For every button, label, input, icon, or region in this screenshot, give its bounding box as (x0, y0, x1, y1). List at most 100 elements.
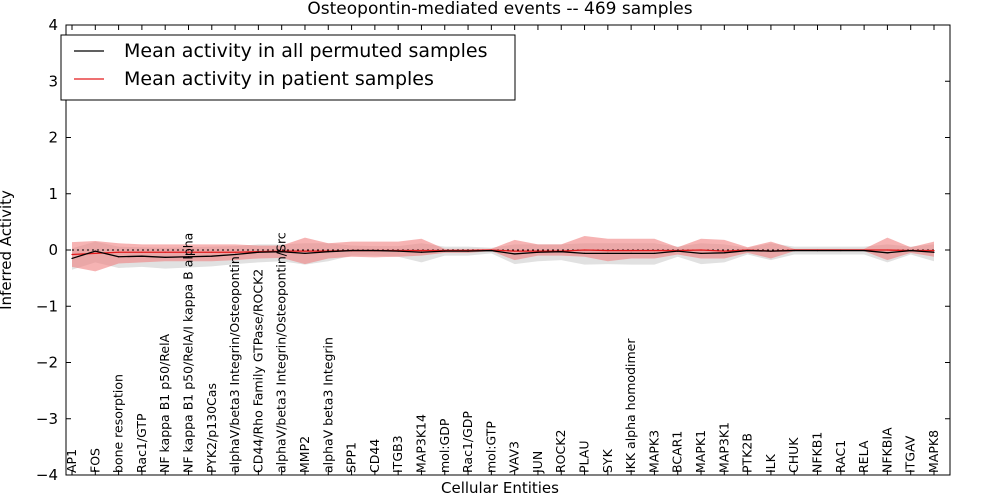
point-series-1 (117, 256, 120, 258)
chart-title: Osteopontin-mediated events -- 469 sampl… (307, 0, 692, 19)
x-tick-label: Rac1/GTP (134, 413, 149, 473)
point-series-2 (420, 249, 423, 252)
point-series-1 (840, 249, 842, 252)
x-tick-label: mol:GTP (483, 421, 498, 473)
y-tick-label: −4 (36, 466, 58, 484)
confidence-bands (72, 235, 934, 272)
x-tick-label: ITGAV (903, 435, 918, 473)
point-series-2 (886, 249, 889, 251)
point-series-2 (583, 249, 586, 251)
point-series-1 (327, 251, 329, 253)
x-tick-label: Rac1/GDP (460, 411, 475, 473)
x-tick-label: bone resorption (111, 374, 126, 473)
x-tick-label: MAPK1 (693, 430, 708, 473)
x-tick-label: VAV3 (507, 441, 522, 473)
point-series-1 (700, 252, 702, 254)
point-series-1 (514, 253, 516, 255)
x-tick-label: SPP1 (344, 442, 359, 473)
y-tick-label: 1 (48, 185, 58, 203)
x-tick-label: PLAU (577, 441, 592, 474)
point-series-1 (257, 251, 259, 253)
point-series-1 (304, 252, 306, 254)
y-tick-label: 3 (48, 72, 58, 90)
point-series-2 (933, 249, 935, 252)
point-series-1 (863, 249, 865, 252)
x-tick-label: MAPK3 (646, 430, 661, 473)
point-series-1 (886, 252, 889, 254)
y-axis: −4 −3 −2 −1 0 1 2 3 4 (36, 16, 950, 484)
point-series-2 (723, 250, 725, 252)
x-axis-label: Cellular Entities (441, 479, 559, 497)
legend: Mean activity in all permuted samples Me… (60, 34, 516, 101)
line-series-1 (71, 249, 935, 260)
point-series-1 (816, 249, 819, 252)
x-tick-label: ILK (763, 453, 778, 473)
band-series-2 (72, 235, 934, 272)
point-series-1 (141, 255, 143, 257)
x-tick-label: NF kappa B1 p50/RelA (157, 333, 172, 473)
x-tick-label: PTK2B (740, 433, 755, 473)
y-tick-label: −1 (36, 297, 58, 315)
point-series-1 (234, 253, 236, 256)
x-tick-label: NF kappa B1 p50/RelA/I kappa B alpha (180, 233, 195, 473)
legend-label-patient: Mean activity in patient samples (124, 68, 434, 90)
y-tick-label: −2 (36, 354, 58, 372)
x-axis: AP1 FOS bone resorption Rac1/GTP NF kappa B1… (64, 25, 941, 475)
point-series-1 (397, 250, 399, 252)
point-series-1 (793, 249, 795, 252)
point-series-2 (164, 251, 166, 253)
point-series-1 (211, 255, 213, 257)
point-series-2 (537, 250, 539, 252)
x-tick-label: ITGB3 (390, 435, 405, 473)
point-series-1 (560, 251, 562, 253)
point-series-1 (677, 250, 679, 252)
x-tick-label: MMP2 (297, 436, 312, 473)
x-tick-label: CD44 (367, 439, 382, 473)
x-tick-label: JUN (530, 451, 545, 474)
y-axis-label: Inferred Activity (0, 190, 15, 310)
x-tick-label: NFKB1 (810, 432, 825, 473)
point-series-1 (71, 257, 73, 260)
point-series-1 (350, 249, 353, 252)
point-series-1 (94, 250, 96, 252)
x-tick-label: IKK alpha homodimer (623, 338, 638, 473)
point-series-1 (164, 256, 166, 258)
point-series-2 (304, 250, 306, 252)
x-tick-label: RELA (856, 440, 871, 473)
x-tick-label: FOS (87, 448, 102, 473)
point-series-2 (187, 251, 190, 253)
x-tick-label: BCAR1 (670, 431, 685, 473)
point-series-1 (630, 252, 632, 254)
point-series-1 (607, 252, 609, 254)
x-tick-label: PYK2/p130Cas (204, 383, 219, 473)
x-tick-label: alphaV/beta3 Integrin/Osteopontin (227, 256, 242, 473)
point-series-2 (141, 251, 143, 253)
point-series-2 (234, 251, 236, 253)
x-tick-label: RAC1 (833, 440, 848, 473)
point-series-1 (537, 251, 539, 253)
point-series-1 (583, 252, 586, 254)
legend-label-permuted: Mean activity in all permuted samples (124, 40, 487, 62)
point-series-1 (933, 251, 935, 253)
point-series-1 (770, 250, 772, 252)
point-series-1 (910, 249, 912, 252)
y-tick-label: 0 (48, 241, 58, 259)
series-lines (71, 249, 935, 260)
point-series-1 (374, 249, 376, 252)
point-series-1 (653, 252, 656, 254)
point-series-1 (281, 251, 283, 253)
point-series-2 (117, 251, 120, 253)
point-series-1 (444, 250, 446, 252)
y-tick-label: −3 (36, 410, 58, 428)
point-series-2 (211, 251, 213, 253)
point-series-2 (700, 249, 702, 251)
x-tick-label: ROCK2 (553, 430, 568, 473)
x-tick-label: MAPK8 (926, 430, 941, 473)
y-tick-label: 2 (48, 129, 58, 147)
point-series-1 (187, 256, 190, 258)
x-tick-label: NFKBIA (879, 427, 894, 473)
point-series-2 (514, 250, 516, 252)
x-tick-label: AP1 (64, 449, 79, 473)
x-tick-label: CD44/Rho Family GTPase/ROCK2 (250, 269, 265, 473)
